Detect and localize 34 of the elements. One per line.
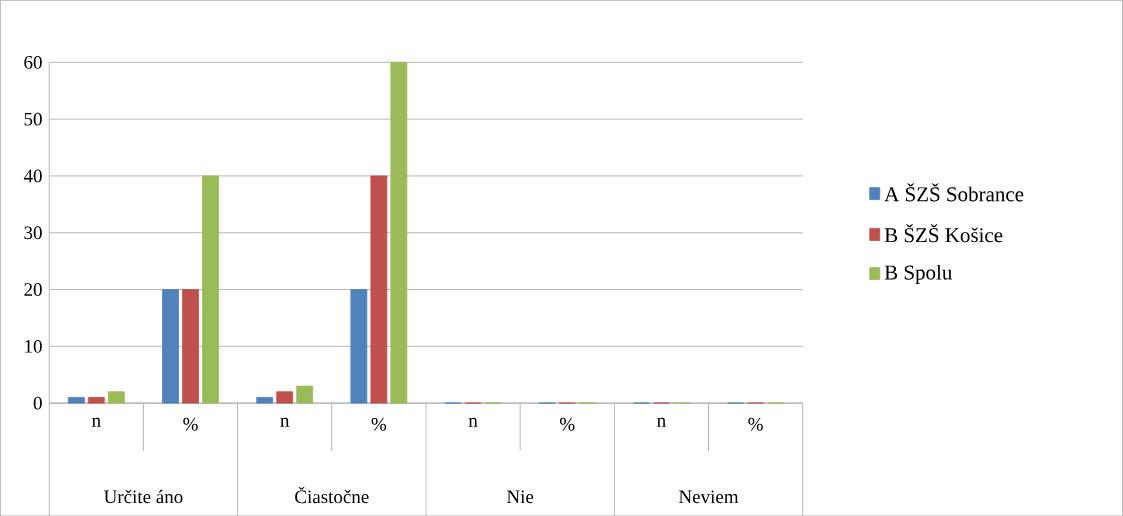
bar — [256, 396, 274, 404]
y-tick-label: 20 — [24, 282, 42, 296]
y-tick-label: 50 — [24, 112, 42, 126]
y-tick-label: 60 — [24, 55, 42, 69]
y-tick-label: 10 — [25, 339, 42, 353]
x-tick-label: % — [183, 417, 198, 431]
bar — [276, 391, 294, 404]
bar — [182, 288, 199, 404]
bar — [162, 288, 179, 404]
bar — [296, 385, 314, 404]
x-tick-label: n — [280, 417, 290, 427]
x-tick-label: n — [92, 417, 101, 427]
y-tick-label: 30 — [24, 226, 42, 239]
legend-label: B Spolu — [884, 264, 952, 284]
legend-label: A ŠZŠ Sobrance — [884, 182, 1024, 202]
bar — [370, 175, 388, 404]
bar — [87, 396, 105, 404]
bar — [202, 175, 219, 404]
bar — [390, 61, 408, 404]
text: Nie — [506, 490, 534, 504]
legend-label: B ŠZŠ Košice — [884, 223, 1003, 243]
bar — [350, 288, 368, 404]
x-tick-label: % — [371, 417, 387, 431]
x-tick-label: n — [657, 417, 666, 427]
bar — [107, 391, 125, 404]
x-tick-label: % — [559, 417, 575, 431]
text: Čiastočne — [295, 486, 369, 504]
x-tick-label: n — [468, 417, 478, 427]
y-tick-label: 40 — [23, 169, 42, 183]
x-tick-label: % — [748, 417, 763, 431]
text: Určite áno — [104, 489, 183, 504]
y-tick-label: 0 — [33, 396, 42, 410]
bar — [67, 396, 85, 404]
text: Neviem — [678, 490, 739, 504]
